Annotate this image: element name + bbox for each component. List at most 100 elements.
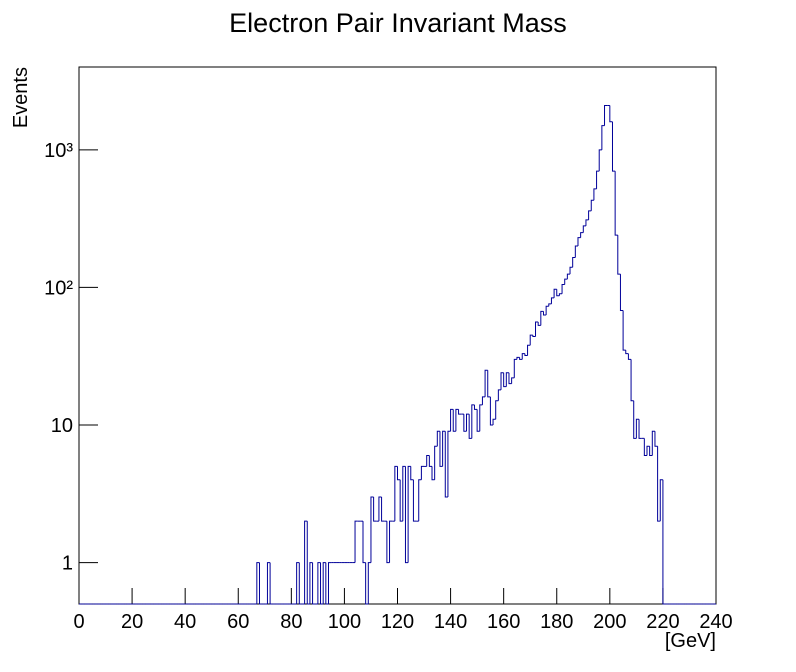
histogram-bin	[596, 170, 600, 189]
histogram-bin	[511, 377, 515, 384]
histogram-bin	[601, 125, 605, 150]
histogram-bin	[389, 520, 393, 563]
histogram-bin	[269, 562, 273, 605]
x-tick-label: 160	[487, 611, 520, 633]
histogram-bin	[442, 430, 446, 467]
histogram-bin	[362, 521, 366, 564]
histogram-bin	[558, 293, 563, 296]
histogram-bin	[646, 445, 650, 456]
plot-frame	[78, 66, 717, 605]
histogram-bin	[611, 121, 616, 172]
x-axis-label: [GeV]	[665, 630, 716, 652]
histogram-bin	[619, 274, 624, 311]
histogram-bin	[298, 562, 302, 605]
histogram-bin	[304, 520, 308, 604]
histogram-bin	[492, 418, 496, 425]
x-tick-label: 100	[328, 611, 361, 633]
histogram-bin	[418, 479, 422, 522]
x-tick-label: 120	[381, 611, 414, 633]
histogram-bin	[412, 479, 417, 522]
histogram-bin	[258, 562, 263, 605]
histogram-bin	[585, 219, 589, 226]
histogram-bin	[577, 237, 581, 246]
histogram-bin	[463, 414, 467, 432]
histogram-bin	[407, 465, 411, 563]
histogram-bin	[431, 466, 435, 481]
histogram-bin	[638, 419, 642, 439]
histogram-bin	[588, 210, 592, 220]
histogram-bin	[598, 149, 602, 172]
histogram-bin	[266, 562, 271, 604]
histogram-bin	[444, 431, 448, 498]
histogram-bin	[410, 466, 414, 481]
histogram-bin	[365, 562, 369, 605]
histogram-bin	[630, 359, 634, 402]
histogram-bin	[322, 562, 326, 604]
histogram-bin	[524, 353, 528, 356]
histogram-bin	[643, 438, 647, 457]
histogram-bin	[540, 310, 544, 326]
histogram-bin	[500, 372, 504, 390]
histogram-bin	[325, 562, 329, 605]
histogram-bin	[426, 455, 430, 467]
histogram-bin	[404, 466, 409, 564]
chart-title: Electron Pair Invariant Mass	[229, 8, 567, 38]
histogram-bin	[487, 370, 491, 398]
histogram-bin	[312, 562, 316, 605]
histogram-bin	[545, 305, 549, 316]
x-tick-label: 140	[434, 611, 467, 633]
histogram-bin	[296, 562, 300, 604]
histogram-bin	[256, 562, 260, 604]
histogram-bin	[590, 199, 594, 211]
histogram-bin	[657, 446, 661, 522]
histogram-bin	[654, 431, 658, 447]
histogram-bin	[582, 225, 586, 233]
histogram-bin	[428, 455, 433, 467]
histogram-bin	[604, 105, 608, 126]
histogram-bin	[466, 413, 470, 432]
histogram-bin	[532, 335, 536, 337]
histogram-bin	[527, 344, 531, 356]
histogram-bin	[572, 256, 576, 268]
histogram-bin	[373, 496, 377, 522]
histogram-bin	[309, 562, 313, 604]
histogram-bin	[513, 358, 517, 378]
x-tick-label: 40	[174, 611, 196, 633]
histogram-bin	[593, 188, 597, 201]
histogram-bin	[503, 372, 507, 388]
histogram-bin	[397, 466, 401, 481]
histogram-bin	[420, 465, 425, 480]
x-tick-label: 60	[227, 611, 249, 633]
histogram-bin	[458, 409, 462, 415]
histogram-bin	[436, 430, 440, 447]
histogram-bin	[614, 171, 618, 236]
histogram-bin	[519, 357, 523, 360]
histogram-bin	[521, 353, 525, 360]
histogram-bin	[468, 414, 472, 439]
histogram-bin	[497, 389, 502, 401]
histogram-bin	[617, 235, 621, 275]
histogram-bin	[569, 266, 573, 275]
histogram-bin	[452, 409, 456, 432]
histogram-bin	[439, 431, 443, 467]
histogram-bin	[327, 562, 332, 604]
histogram-bin	[495, 400, 499, 420]
histogram-bin	[550, 297, 555, 304]
histogram-bin	[566, 273, 571, 280]
x-tick-label: 220	[646, 611, 679, 633]
histogram-bin	[548, 303, 552, 307]
y-tick-label: 10	[51, 415, 73, 437]
histogram-bin	[633, 400, 637, 439]
y-tick-label: 10²	[44, 277, 73, 299]
histogram-bin	[381, 496, 385, 522]
histogram-bin	[447, 430, 451, 497]
histogram-bin	[378, 496, 382, 522]
histogram-bin	[489, 396, 494, 426]
histogram-bin	[529, 334, 533, 346]
histogram-bin	[450, 408, 454, 432]
x-tick-label: 200	[593, 611, 626, 633]
histogram-bin	[479, 404, 483, 432]
histogram-bin	[542, 311, 547, 316]
histogram-bin	[561, 284, 565, 294]
